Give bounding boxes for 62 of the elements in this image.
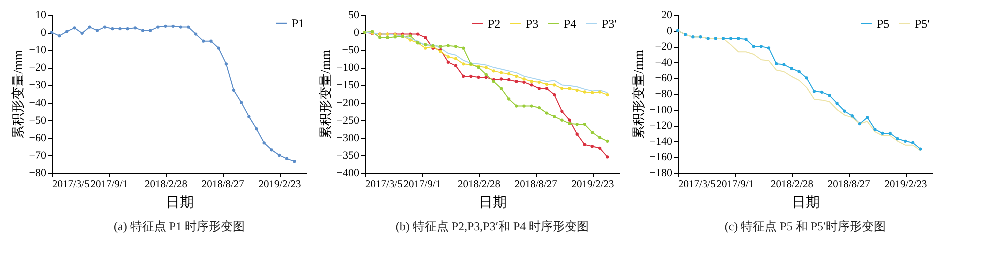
y-tick-label: −20 (655, 41, 673, 54)
x-tick-label: 2019/2/23 (572, 180, 614, 190)
x-tick-label: 2018/2/28 (770, 180, 814, 190)
y-tick-label: −140 (650, 136, 673, 148)
y-axis-title: 累积形变量/mm (10, 50, 26, 139)
legend-label: P4 (564, 16, 577, 31)
x-axis-title: 日期 (479, 195, 507, 211)
y-tick-label: −250 (336, 114, 360, 127)
y-tick-label: −120 (650, 120, 673, 132)
y-tick-label: −60 (655, 72, 673, 85)
y-tick-label: −40 (655, 56, 673, 69)
y-tick-label: 20 (662, 10, 673, 22)
y-tick-label: −80 (655, 88, 673, 100)
y-tick-label: −200 (336, 97, 360, 110)
y-tick-label: −300 (336, 132, 360, 144)
x-tick-label: 2017/9/1 (404, 180, 442, 190)
legend-label: P2 (488, 16, 501, 31)
y-axis-title: 累积形变量/mm (630, 50, 646, 139)
legend-label: P5′ (915, 16, 931, 31)
x-tick-label: 2018/8/27 (514, 180, 558, 190)
y-tick-label: 0 (667, 25, 673, 38)
y-tick-label: −100 (336, 62, 360, 74)
text: (b) 特征点 P2,P3,P3′和 P4 时序形变图 (396, 220, 590, 234)
legend-label: P1 (292, 16, 305, 30)
y-tick-label: −60 (29, 132, 47, 144)
x-tick-label: 2017/9/1 (90, 180, 128, 190)
legend-label: P3′ (602, 16, 618, 31)
x-axis-title: 日期 (166, 195, 194, 211)
y-tick-label: −350 (336, 150, 360, 162)
y-tick-label: −100 (650, 104, 673, 116)
y-tick-label: −20 (29, 62, 47, 74)
y-tick-label: −10 (29, 44, 47, 57)
y-tick-label: −150 (336, 80, 360, 92)
text: (c) 特征点 P5 和 P5′时序形变图 (724, 220, 886, 234)
y-tick-label: −50 (29, 114, 47, 127)
x-tick-label: 2017/3/5 (678, 180, 716, 190)
x-tick-label: 2017/3/5 (52, 180, 90, 190)
y-tick-label: 0 (354, 27, 360, 40)
legend-label: P5 (877, 16, 890, 31)
y-tick-label: −80 (29, 168, 47, 180)
x-tick-label: 2019/2/23 (884, 180, 928, 190)
y-axis-title: 累积形变量/mm (318, 50, 333, 139)
x-tick-label: 2018/2/28 (458, 180, 501, 190)
x-tick-label: 2018/8/27 (202, 180, 244, 190)
x-tick-label: 2017/9/1 (716, 180, 754, 190)
x-tick-label: 2017/3/5 (366, 180, 403, 190)
y-tick-label: −40 (29, 97, 47, 110)
x-axis-title: 日期 (792, 195, 820, 211)
y-tick-label: −160 (650, 152, 673, 164)
x-tick-label: 2018/8/27 (828, 180, 870, 190)
text: (a) 特征点 P1 时序形变图 (114, 220, 245, 234)
y-tick-label: −400 (336, 168, 360, 180)
y-tick-label: −70 (29, 150, 47, 162)
legend-label: P3 (526, 16, 539, 31)
y-tick-label: 10 (36, 10, 47, 22)
x-tick-label: 2019/2/23 (258, 180, 302, 190)
y-tick-label: −30 (29, 80, 47, 92)
x-tick-label: 2018/2/28 (144, 180, 188, 190)
y-tick-label: −180 (650, 168, 673, 180)
y-tick-label: 0 (41, 27, 47, 40)
y-tick-label: −50 (342, 44, 360, 57)
y-tick-label: 50 (348, 10, 360, 22)
